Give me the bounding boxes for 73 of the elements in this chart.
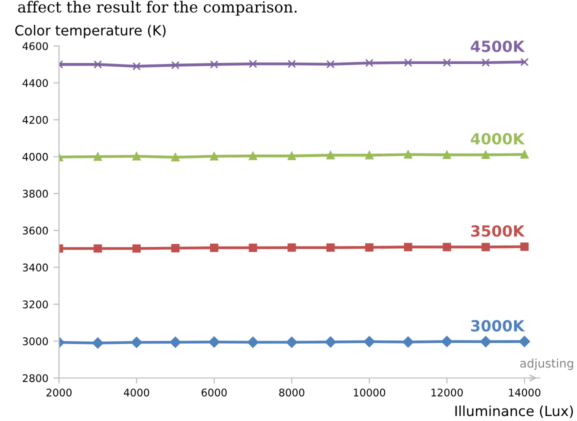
y-tick-label: 3800: [22, 190, 48, 198]
point: [520, 242, 529, 251]
point: [248, 152, 258, 160]
series-label: 3000K: [471, 320, 525, 332]
y-tick-label: 4000: [22, 152, 48, 161]
point: [132, 62, 141, 70]
point: [247, 336, 259, 348]
y-tick-label: 4600: [22, 42, 48, 50]
point: [170, 336, 181, 348]
point: [404, 58, 412, 67]
point: [441, 336, 453, 348]
point: [518, 336, 530, 348]
point: [480, 336, 492, 348]
point: [442, 58, 452, 67]
y-tick-label: 2800: [22, 374, 48, 382]
y-tick-label: 3400: [22, 264, 48, 272]
point: [92, 337, 104, 349]
point: [248, 60, 258, 68]
point: [171, 153, 180, 162]
point: [94, 152, 102, 161]
point: [404, 150, 412, 159]
point: [402, 336, 414, 348]
point: [130, 336, 142, 348]
point: [442, 150, 452, 159]
text: affect the result for the comparison.: [18, 0, 297, 16]
point: [324, 336, 336, 348]
point: [520, 58, 529, 66]
x-tick-label: 10000: [354, 388, 386, 396]
point: [365, 58, 374, 68]
x-tick-label: 2000: [46, 388, 72, 396]
point: [210, 244, 218, 252]
point: [94, 244, 102, 253]
point: [132, 244, 141, 253]
point: [171, 61, 180, 70]
x-tick-label: 14000: [509, 388, 540, 396]
x-axis-title: Illuminance (Lux): [455, 405, 573, 418]
point: [288, 152, 296, 160]
point: [288, 60, 296, 68]
point: [208, 336, 220, 348]
point: [171, 244, 180, 252]
x-tick-label: 12000: [431, 388, 463, 396]
point: [94, 60, 102, 69]
series-label: 4500K: [470, 40, 525, 52]
point: [326, 243, 335, 252]
point: [482, 58, 490, 67]
point: [482, 150, 490, 159]
point: [326, 60, 335, 68]
point: [404, 242, 412, 252]
point: [364, 336, 375, 348]
point: [365, 151, 374, 160]
point: [288, 243, 296, 252]
x-tick-label: 8000: [279, 388, 304, 396]
y-axis-title: Color temperature (K): [15, 24, 166, 38]
x-tick-label: 6000: [202, 388, 227, 396]
point: [520, 150, 529, 159]
y-tick-label: 3600: [22, 226, 48, 235]
point: [210, 60, 218, 69]
point: [442, 242, 452, 252]
point: [132, 152, 141, 160]
point: [286, 336, 298, 348]
point: [248, 244, 258, 252]
point: [210, 152, 218, 160]
series-label: 4000K: [470, 132, 525, 145]
series-label: 3500K: [471, 225, 525, 237]
x-tick-label: 4000: [124, 388, 150, 396]
point: [365, 243, 374, 252]
y-tick-label: 4200: [22, 116, 48, 124]
y-tick-label: 4400: [22, 79, 48, 87]
point: [482, 242, 490, 252]
annotation: adjusting: [520, 358, 574, 370]
y-tick-label: 3200: [22, 300, 48, 308]
y-tick-label: 3000: [22, 337, 48, 346]
point: [326, 151, 335, 160]
